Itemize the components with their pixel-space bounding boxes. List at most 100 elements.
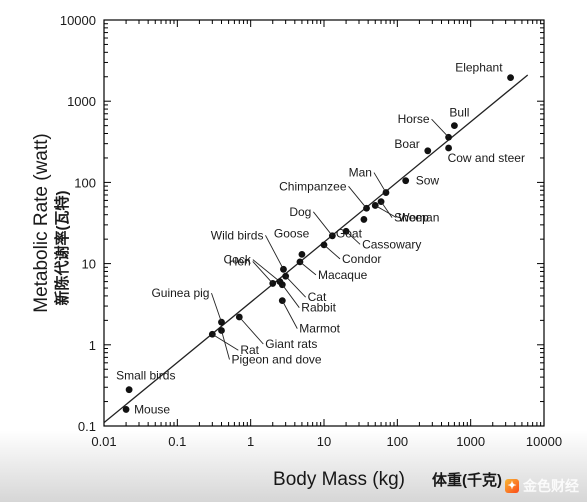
point-bull: Bull xyxy=(449,106,469,130)
x-tick-label: 0.01 xyxy=(91,434,116,449)
data-point-dot xyxy=(125,386,133,394)
leader-line xyxy=(375,205,397,218)
leader-line xyxy=(252,261,274,284)
point-dog: Dog xyxy=(289,205,336,240)
point-goat: Goat xyxy=(336,216,368,240)
data-point-dot xyxy=(424,147,432,155)
y-axis-title-cn: 新陈代谢率(瓦特) xyxy=(53,191,71,306)
point-label: Bull xyxy=(449,106,469,120)
data-point-dot xyxy=(122,406,130,413)
leader-line xyxy=(211,293,222,323)
point-label: Goat xyxy=(336,226,363,240)
point-label: Marmot xyxy=(299,322,340,336)
leader-line xyxy=(221,330,230,360)
point-label: Cock xyxy=(224,253,252,267)
point-label: Man xyxy=(349,166,372,180)
point-label: Rabbit xyxy=(301,301,336,315)
point-macaque: Macaque xyxy=(296,258,368,282)
y-tick-label: 1000 xyxy=(67,94,96,109)
point-label: Horse xyxy=(398,112,430,126)
point-man: Man xyxy=(349,166,390,196)
leader-line xyxy=(285,275,306,298)
leader-line xyxy=(281,284,300,308)
leader-line xyxy=(238,316,264,345)
watermark: ✦ 金色财经 xyxy=(505,476,579,496)
x-axis-title-cn: 体重(千克) xyxy=(432,471,502,489)
leader-line xyxy=(299,261,317,276)
data-point-dot xyxy=(507,74,514,82)
watermark-text: 金色财经 xyxy=(523,478,579,494)
point-cassowary: Cassowary xyxy=(342,227,421,251)
data-point-dot xyxy=(402,177,410,185)
fit-line-group xyxy=(103,74,529,424)
point-label: Cassowary xyxy=(362,237,421,251)
point-rabbit: Rabbit xyxy=(278,281,337,315)
point-label: Small birds xyxy=(116,369,175,383)
leader-line xyxy=(313,211,333,237)
y-tick-label: 100 xyxy=(74,175,96,190)
data-point-dot xyxy=(445,144,452,152)
point-hen: Hen xyxy=(229,254,277,287)
point-horse: Horse xyxy=(398,112,452,141)
point-label: Rat xyxy=(240,343,259,357)
point-elephant: Elephant xyxy=(455,61,514,82)
point-chimpanzee: Chimpanzee xyxy=(279,179,370,212)
point-label: Woman xyxy=(398,210,439,224)
point-condor: Condor xyxy=(320,241,381,266)
x-tick-label: 1000 xyxy=(456,434,485,449)
point-label: Elephant xyxy=(455,61,503,75)
x-tick-label: 100 xyxy=(386,434,408,449)
leader-line xyxy=(380,201,393,218)
point-label: Chimpanzee xyxy=(279,179,347,193)
data-point-dot xyxy=(450,122,458,130)
x-tick-label: 1 xyxy=(247,434,254,449)
point-label: Cow and steer xyxy=(448,151,525,165)
point-label: Guinea pig xyxy=(151,286,209,300)
y-tick-label: 10000 xyxy=(60,13,96,28)
point-cow-and-steer: Cow and steer xyxy=(445,144,525,165)
point-woman: Woman xyxy=(371,202,439,224)
point-rat: Rat xyxy=(208,330,260,357)
point-label: Mouse xyxy=(134,402,170,416)
point-label: Cat xyxy=(308,290,327,304)
data-point-dot xyxy=(360,216,368,223)
y-tick-label: 0.1 xyxy=(78,419,96,434)
leader-line xyxy=(431,118,449,138)
x-tick-label: 0.1 xyxy=(168,434,186,449)
point-small-birds: Small birds xyxy=(116,369,175,394)
point-sheep: Sheep xyxy=(377,198,429,225)
point-giant-rats: Giant rats xyxy=(235,313,317,351)
data-point-dot xyxy=(298,250,306,258)
point-label: Sheep xyxy=(394,211,429,225)
leader-line xyxy=(212,333,239,351)
point-label: Dog xyxy=(289,205,311,219)
point-mouse: Mouse xyxy=(122,402,170,416)
leader-line xyxy=(252,259,281,282)
leader-line xyxy=(281,300,298,329)
leader-line xyxy=(373,172,387,193)
point-cat: Cat xyxy=(282,272,327,304)
point-label: Sow xyxy=(416,174,440,188)
y-axis-title: Metabolic Rate (watt) xyxy=(31,133,52,313)
point-label: Macaque xyxy=(318,268,368,282)
point-goose: Goose xyxy=(274,226,310,258)
leader-line xyxy=(265,235,284,270)
leader-line xyxy=(348,185,367,209)
point-label: Boar xyxy=(394,137,419,151)
point-label: Goose xyxy=(274,226,310,240)
x-tick-label: 10 xyxy=(317,434,331,449)
y-tick-label: 1 xyxy=(89,338,96,353)
point-label: Pigeon and dove xyxy=(231,353,321,367)
point-cock: Cock xyxy=(224,253,284,286)
point-label: Wild birds xyxy=(211,228,264,242)
leader-line xyxy=(323,244,341,260)
x-tick-label: 10000 xyxy=(526,434,562,449)
data-point-dot xyxy=(382,189,390,196)
fit-line xyxy=(103,74,529,424)
leader-line xyxy=(345,230,361,245)
point-label: Condor xyxy=(342,252,381,266)
watermark-logo-icon: ✦ xyxy=(505,479,519,493)
